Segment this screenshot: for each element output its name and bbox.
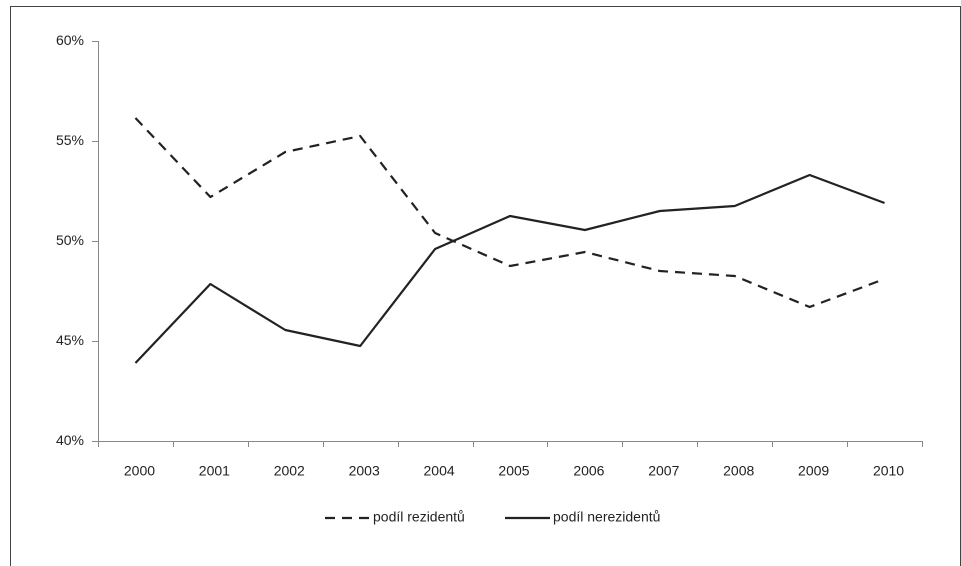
legend-label: podíl nerezidentů (553, 509, 660, 525)
x-tick-label: 2008 (723, 463, 754, 479)
x-tick-label: 2002 (274, 463, 305, 479)
series-line (134, 173, 885, 364)
x-tick-label: 2003 (349, 463, 380, 479)
x-tick-label: 2006 (573, 463, 604, 479)
y-tick-label: 40% (56, 432, 84, 448)
y-tick-label: 55% (56, 132, 84, 148)
x-tick-label: 2004 (424, 463, 455, 479)
y-tick-label: 45% (56, 332, 84, 348)
y-tick-label: 50% (56, 232, 84, 248)
x-tick-label: 2007 (648, 463, 679, 479)
x-tick-label: 2010 (873, 463, 904, 479)
series-line (134, 117, 885, 309)
legend-label: podíl rezidentů (373, 509, 465, 525)
x-tick-label: 2009 (798, 463, 829, 479)
x-tick-label: 2000 (124, 463, 155, 479)
x-tick-label: 2001 (199, 463, 230, 479)
y-tick-label: 60% (56, 32, 84, 48)
x-tick-label: 2005 (498, 463, 529, 479)
